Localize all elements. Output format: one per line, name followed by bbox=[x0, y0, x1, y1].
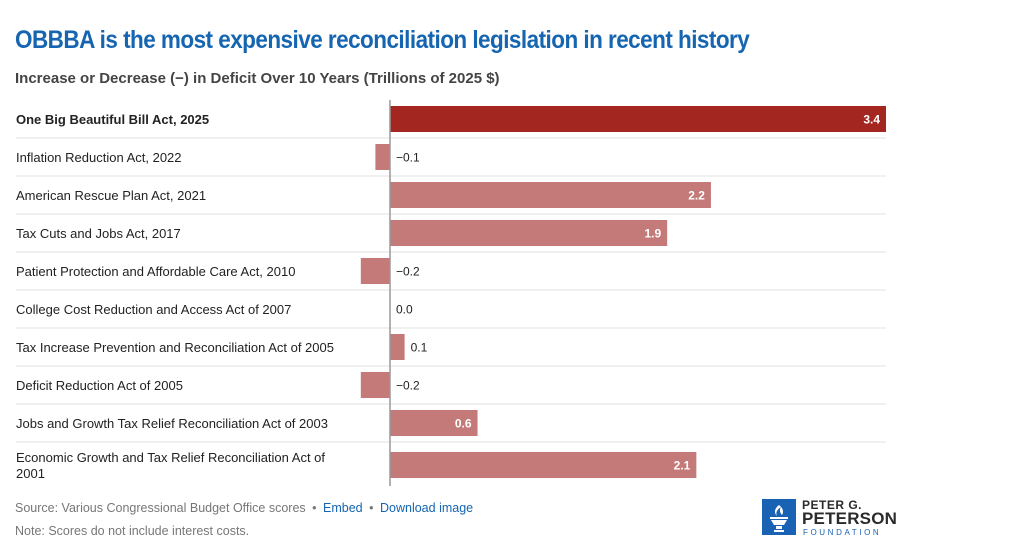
category-label: Inflation Reduction Act, 2022 bbox=[16, 150, 182, 165]
download-image-link[interactable]: Download image bbox=[380, 501, 474, 515]
source-line: Source: Various Congressional Budget Off… bbox=[15, 501, 473, 515]
data-label: −0.2 bbox=[396, 379, 420, 393]
category-label: Deficit Reduction Act of 2005 bbox=[16, 378, 183, 393]
data-label: 0.1 bbox=[411, 341, 428, 355]
category-label: Tax Increase Prevention and Reconciliati… bbox=[16, 340, 334, 355]
category-label: Tax Cuts and Jobs Act, 2017 bbox=[16, 226, 181, 241]
bar[interactable] bbox=[390, 182, 711, 208]
bar[interactable] bbox=[390, 220, 668, 246]
bar[interactable] bbox=[390, 452, 697, 478]
bar[interactable] bbox=[360, 372, 390, 398]
separator-dot: • bbox=[369, 501, 374, 515]
note-text: Note: Scores do not include interest cos… bbox=[15, 524, 250, 538]
data-label: 1.9 bbox=[644, 227, 661, 241]
bar[interactable] bbox=[390, 334, 405, 360]
bar[interactable] bbox=[390, 106, 886, 132]
source-text: Source: Various Congressional Budget Off… bbox=[15, 501, 306, 515]
category-label: College Cost Reduction and Access Act of… bbox=[16, 302, 291, 317]
category-label: Jobs and Growth Tax Relief Reconciliatio… bbox=[16, 416, 328, 431]
bar[interactable] bbox=[360, 258, 390, 284]
bar[interactable] bbox=[390, 410, 478, 436]
data-label: 0.0 bbox=[396, 303, 413, 317]
logo-line-1: PETER G. bbox=[802, 498, 863, 512]
category-label: American Rescue Plan Act, 2021 bbox=[16, 188, 206, 203]
peterson-foundation-logo[interactable]: PETER G. PETERSON FOUNDATION bbox=[762, 498, 897, 539]
data-label: 3.4 bbox=[863, 113, 880, 127]
data-label: 2.1 bbox=[674, 459, 691, 473]
data-label: 2.2 bbox=[688, 189, 705, 203]
category-label: Patient Protection and Affordable Care A… bbox=[16, 264, 295, 279]
category-label: Economic Growth and Tax Relief Reconcili… bbox=[16, 450, 325, 481]
chart-subtitle: Increase or Decrease (−) in Deficit Over… bbox=[15, 70, 500, 87]
data-label: −0.1 bbox=[396, 151, 420, 165]
bar[interactable] bbox=[375, 144, 390, 170]
separator-dot: • bbox=[312, 501, 317, 515]
logo-line-3: FOUNDATION bbox=[803, 528, 882, 537]
bar-chart: One Big Beautiful Bill Act, 2025 3.4 Infla… bbox=[16, 100, 886, 486]
data-label: 0.6 bbox=[455, 417, 472, 431]
chart-title: OBBBA is the most expensive reconciliati… bbox=[15, 26, 750, 54]
data-label: −0.2 bbox=[396, 265, 420, 279]
embed-link[interactable]: Embed bbox=[323, 501, 363, 515]
category-label: One Big Beautiful Bill Act, 2025 bbox=[16, 112, 209, 127]
torch-icon bbox=[762, 499, 796, 535]
logo-line-2: PETERSON bbox=[802, 509, 898, 528]
